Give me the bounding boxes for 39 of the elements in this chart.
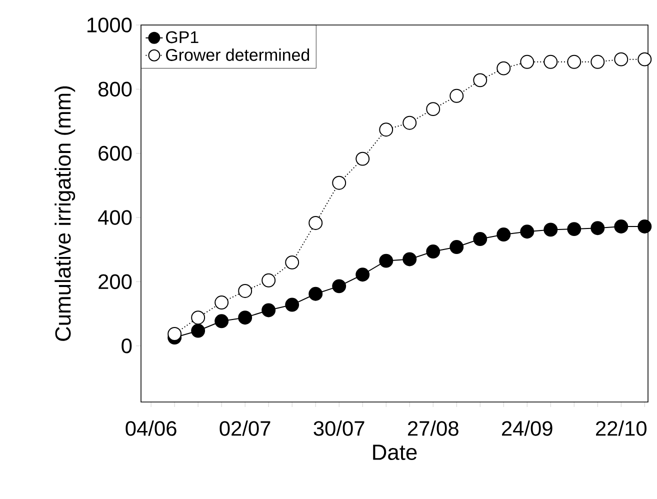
- point: [590, 221, 605, 236]
- point: [214, 314, 229, 328]
- legend-label: Grower determined: [166, 48, 310, 61]
- point: [520, 224, 534, 239]
- point: [356, 268, 370, 282]
- point: [308, 286, 323, 301]
- point: [450, 240, 464, 254]
- point: [567, 222, 582, 236]
- y-tick-label: 400: [98, 210, 132, 225]
- y-axis-title: Cumulative irrigation (mm): [54, 86, 76, 341]
- y-tick-label: 800: [98, 82, 132, 97]
- x-tick-label: 30/07: [314, 420, 364, 436]
- point: [238, 310, 252, 325]
- x-tick-label: 27/08: [408, 420, 458, 436]
- point: [614, 220, 628, 234]
- y-tick-label: 200: [98, 274, 132, 290]
- point: [285, 298, 300, 312]
- point: [473, 232, 488, 246]
- y-tick-label: 600: [98, 146, 132, 161]
- point: [379, 254, 394, 268]
- point: [496, 228, 511, 242]
- x-tick-label: 04/06: [126, 420, 176, 436]
- y-tick-label: 0: [122, 338, 132, 354]
- point: [191, 324, 206, 338]
- x-axis-title: Date: [373, 444, 417, 460]
- point: [168, 327, 182, 341]
- x-tick-label: 22/10: [596, 420, 646, 436]
- point: [402, 252, 417, 266]
- x-tick-label: 24/09: [502, 420, 552, 436]
- legend-label: GP1: [166, 31, 198, 44]
- point: [426, 244, 440, 258]
- y-tick-label: 1000: [88, 18, 132, 32]
- x-tick-label: 02/07: [220, 420, 270, 436]
- point: [262, 303, 276, 318]
- point: [544, 222, 558, 237]
- point: [332, 279, 346, 294]
- point: [638, 220, 652, 234]
- point: [308, 216, 323, 230]
- point: [638, 52, 652, 66]
